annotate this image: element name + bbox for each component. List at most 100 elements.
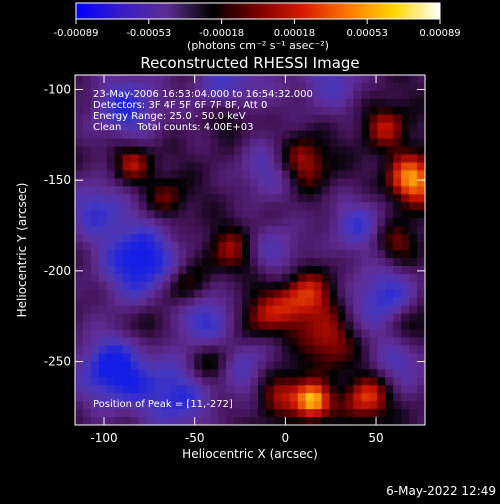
image-pixel <box>353 138 362 147</box>
image-pixel <box>154 242 163 251</box>
image-pixel <box>417 242 426 251</box>
image-pixel <box>170 321 179 330</box>
image-pixel <box>353 257 362 267</box>
image-pixel <box>250 122 259 132</box>
image-pixel <box>297 138 307 147</box>
image-pixel <box>257 305 267 315</box>
image-pixel <box>82 297 92 307</box>
image-pixel <box>146 98 155 108</box>
image-pixel <box>178 337 187 346</box>
image-pixel <box>369 194 378 203</box>
image-pixel <box>186 122 195 132</box>
image-pixel <box>345 257 354 267</box>
image-pixel <box>305 377 315 386</box>
image-pixel <box>297 114 307 124</box>
image-pixel <box>401 210 410 219</box>
image-pixel <box>329 329 338 338</box>
image-pixel <box>242 393 251 402</box>
image-pixel <box>345 234 354 243</box>
image-pixel <box>273 82 283 92</box>
image-pixel <box>98 130 108 140</box>
image-pixel <box>234 226 243 235</box>
image-pixel <box>202 82 211 92</box>
image-pixel <box>178 265 187 275</box>
image-pixel <box>106 401 116 410</box>
image-pixel <box>265 345 275 354</box>
image-pixel <box>385 122 394 132</box>
image-pixel <box>417 82 426 92</box>
image-pixel <box>313 297 322 307</box>
image-pixel <box>273 417 283 426</box>
image-pixel <box>417 170 426 179</box>
image-pixel <box>273 273 283 283</box>
image-pixel <box>194 377 203 386</box>
image-pixel <box>250 226 259 235</box>
image-pixel <box>98 178 108 187</box>
image-pixel <box>273 393 283 402</box>
image-pixel <box>329 242 338 251</box>
image-pixel <box>130 114 140 124</box>
image-pixel <box>257 361 267 370</box>
image-pixel <box>106 377 116 386</box>
image-pixel <box>122 170 132 179</box>
image-pixel <box>178 377 187 386</box>
image-pixel <box>234 75 243 84</box>
image-pixel <box>75 345 84 354</box>
image-pixel <box>329 401 338 410</box>
image-pixel <box>265 250 275 259</box>
image-pixel <box>138 305 147 315</box>
image-pixel <box>409 202 418 211</box>
image-pixel <box>250 154 259 163</box>
image-pixel <box>353 409 362 418</box>
image-pixel <box>305 130 315 140</box>
image-pixel <box>401 146 410 155</box>
image-pixel <box>409 90 418 100</box>
image-pixel <box>361 170 370 179</box>
image-pixel <box>329 385 338 394</box>
image-pixel <box>409 194 418 203</box>
image-pixel <box>321 138 330 147</box>
image-pixel <box>226 377 235 386</box>
image-pixel <box>313 218 322 227</box>
image-pixel <box>305 202 315 211</box>
image-pixel <box>130 385 140 394</box>
image-pixel <box>337 226 346 235</box>
image-pixel <box>401 82 410 92</box>
image-pixel <box>393 401 402 410</box>
image-pixel <box>257 393 267 402</box>
image-pixel <box>369 393 378 402</box>
image-pixel <box>186 385 195 394</box>
image-pixel <box>194 210 203 219</box>
image-pixel <box>186 305 195 315</box>
image-pixel <box>98 393 108 402</box>
image-pixel <box>90 114 100 124</box>
image-pixel <box>122 369 132 378</box>
plot-title: Reconstructed RHESSI Image <box>140 54 359 72</box>
image-pixel <box>337 297 346 307</box>
image-pixel <box>250 234 259 243</box>
image-pixel <box>234 257 243 267</box>
image-pixel <box>218 289 227 299</box>
x-tick-label: 50 <box>368 431 383 445</box>
image-pixel <box>234 345 243 354</box>
image-pixel <box>234 250 243 259</box>
image-pixel <box>257 138 267 147</box>
image-pixel <box>234 98 243 108</box>
image-pixel <box>313 154 322 163</box>
image-pixel <box>170 289 179 299</box>
image-pixel <box>409 289 418 299</box>
image-pixel <box>75 98 84 108</box>
image-pixel <box>313 178 322 187</box>
image-pixel <box>114 401 124 410</box>
image-pixel <box>377 337 386 346</box>
image-pixel <box>178 369 187 378</box>
image-pixel <box>313 353 322 362</box>
image-pixel <box>202 90 211 100</box>
image-pixel <box>353 401 362 410</box>
image-pixel <box>289 393 299 402</box>
image-pixel <box>130 305 140 315</box>
image-pixel <box>313 289 322 299</box>
image-pixel <box>265 361 275 370</box>
peak-position-text: Position of Peak = [11,-272] <box>93 399 233 410</box>
image-pixel <box>226 337 235 346</box>
